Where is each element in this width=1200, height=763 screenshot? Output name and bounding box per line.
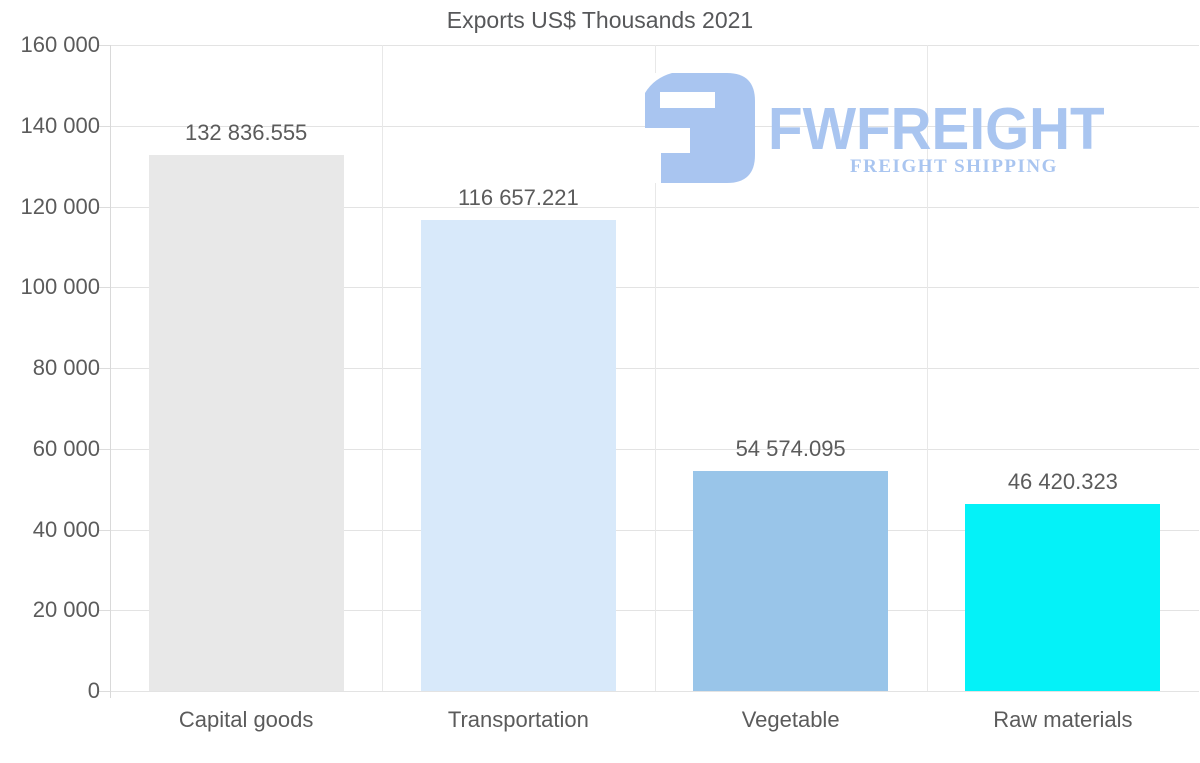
y-tick <box>98 448 110 450</box>
category-separator <box>926 45 928 691</box>
x-axis-label: Transportation <box>447 707 589 732</box>
plot-area: 132 836.555 116 657.221 54 574.095 46 420.3… <box>98 45 1199 692</box>
y-tick <box>98 691 110 692</box>
y-tick <box>98 45 110 46</box>
bar-value-label: 46 420.323 <box>1007 468 1118 494</box>
y-axis-label: 160 000 <box>20 32 100 57</box>
x-axis-label: Capital goods <box>178 707 314 732</box>
y-tick <box>98 125 110 127</box>
category-separator <box>654 45 656 691</box>
bar-capital-goods <box>148 154 344 691</box>
x-axis-label: Raw materials <box>993 707 1133 732</box>
y-axis-label: 20 000 <box>32 597 100 623</box>
bar-value-label: 54 574.095 <box>735 435 846 461</box>
bar-value-label: 132 836.555 <box>184 119 308 145</box>
y-axis-label: 60 000 <box>32 435 100 461</box>
y-axis-label: 0 <box>87 678 100 703</box>
bar-transportation <box>420 220 616 691</box>
bar-value-label: 116 657.221 <box>458 185 579 210</box>
watermark-logo: FWFREIGHT FREIGHT SHIPPING <box>645 73 1155 188</box>
y-tick <box>98 529 110 531</box>
freight-logo-icon <box>645 73 755 183</box>
y-axis-label: 40 000 <box>32 516 100 542</box>
y-tick <box>98 368 110 369</box>
bar-vegetable <box>693 470 889 691</box>
x-axis-label: Vegetable <box>741 707 840 732</box>
chart-title: Exports US$ Thousands 2021 <box>446 7 754 33</box>
brand-tagline: FREIGHT SHIPPING <box>850 156 1058 177</box>
brand-text: FWFREIGHT <box>768 96 1105 162</box>
category-separator <box>382 45 384 691</box>
y-axis-label: 100 000 <box>20 274 100 300</box>
y-gridline <box>110 691 1199 692</box>
y-axis-line <box>110 45 111 698</box>
y-tick <box>98 610 110 612</box>
y-tick <box>98 206 110 208</box>
y-axis-label: 120 000 <box>20 193 100 219</box>
y-axis-label: 80 000 <box>32 355 100 380</box>
y-tick <box>98 287 110 289</box>
bar-raw-materials <box>965 503 1161 691</box>
y-axis-label: 140 000 <box>20 112 100 138</box>
